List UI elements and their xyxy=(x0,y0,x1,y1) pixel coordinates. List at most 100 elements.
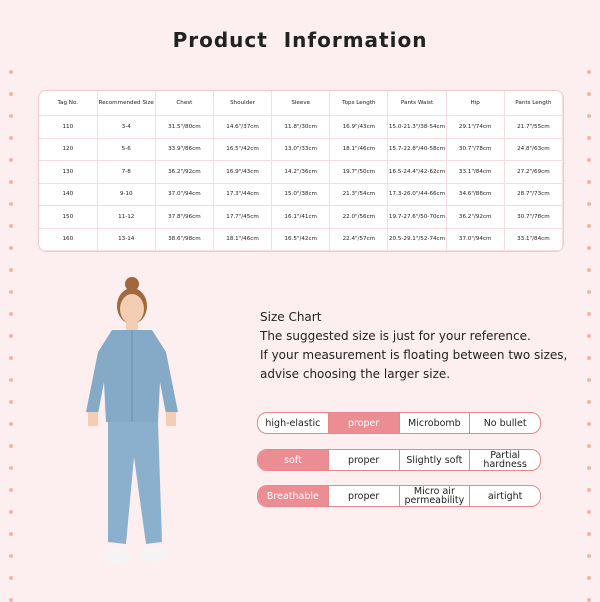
feature-cell: proper xyxy=(329,486,400,506)
decor-dot xyxy=(9,488,13,492)
decor-dot xyxy=(9,598,13,602)
feature-cell: proper xyxy=(329,450,400,470)
decor-dot xyxy=(587,290,591,294)
decor-dot xyxy=(587,92,591,96)
feature-cell: high-elastic xyxy=(258,413,329,433)
table-row: 120 5-6 33.9"/86cm 16.5"/42cm 13.0"/33cm 18.1… xyxy=(39,138,563,161)
decor-dot xyxy=(587,532,591,536)
table-cell: 33.1"/84cm xyxy=(446,160,505,184)
table-cell: 22.4"/57cm xyxy=(329,228,389,251)
column-header: Pants Length xyxy=(504,91,563,116)
table: Tag No. Recommended Size Chest Shoulder Slee… xyxy=(39,91,563,251)
table-cell: 19.7-27.6"/50-70cm xyxy=(387,205,447,229)
decor-dot xyxy=(587,136,591,140)
table-cell: 160 xyxy=(39,228,98,251)
decor-dot xyxy=(9,400,13,404)
decor-dot xyxy=(587,598,591,602)
feature-cell: airtight xyxy=(487,490,523,502)
table-cell: 17.3"/44cm xyxy=(213,183,273,206)
table-cell: 20.5-29.1"/52-74cm xyxy=(387,228,447,251)
note-heading: Size Chart xyxy=(260,310,322,324)
decor-dot xyxy=(9,180,13,184)
decor-dot xyxy=(9,422,13,426)
decor-dot xyxy=(9,268,13,272)
table-row: 130 7-8 36.2"/92cm 16.9"/43cm 14.2"/36cm 19.7… xyxy=(39,160,563,184)
decor-dot xyxy=(9,136,13,140)
table-cell: 150 xyxy=(39,205,98,229)
table-cell: 16.5-24.4"/42-62cm xyxy=(387,160,447,184)
table-cell: 37.8"/96cm xyxy=(155,205,214,229)
table-cell: 30.7"/78cm xyxy=(504,205,563,229)
table-cell: 18.1"/46cm xyxy=(213,228,273,251)
size-table: Tag No. Recommended Size Chest Shoulder Slee… xyxy=(38,90,564,252)
feature-cell: Microbomb xyxy=(400,413,471,433)
decor-dot xyxy=(587,510,591,514)
decor-dot xyxy=(587,422,591,426)
decor-dot xyxy=(587,444,591,448)
column-header: Recommended Size xyxy=(97,91,156,116)
decor-dot xyxy=(9,378,13,382)
decor-dot xyxy=(9,510,13,514)
decor-dot xyxy=(587,312,591,316)
table-cell: 5-6 xyxy=(97,138,156,161)
table-cell: 11.8"/30cm xyxy=(271,115,331,139)
decor-dot xyxy=(9,202,13,206)
table-cell: 19.7"/50cm xyxy=(329,160,389,184)
feature-row: high-elastic proper Microbomb No bullet xyxy=(257,412,541,434)
table-cell: 33.1"/84cm xyxy=(504,228,563,251)
decor-dot xyxy=(9,532,13,536)
table-cell: 16.5"/42cm xyxy=(271,228,331,251)
table-cell: 21.3"/54cm xyxy=(329,183,389,206)
table-cell: 11-12 xyxy=(97,205,156,229)
table-cell: 16.5"/42cm xyxy=(213,138,273,161)
table-cell: 16.9"/43cm xyxy=(329,115,389,139)
decor-dot xyxy=(587,378,591,382)
column-header: Pants Waist xyxy=(387,91,447,116)
table-cell: 13-14 xyxy=(97,228,156,251)
decor-dot xyxy=(587,400,591,404)
table-cell: 130 xyxy=(39,160,98,184)
table-row: 140 9-10 37.0"/94cm 17.3"/44cm 15.0"/38cm 21.… xyxy=(39,183,563,206)
decor-dot xyxy=(587,466,591,470)
feature-cell: proper xyxy=(328,413,400,433)
decor-dot xyxy=(587,334,591,338)
table-cell: 3-4 xyxy=(97,115,156,139)
decor-dot xyxy=(587,202,591,206)
table-cell: 120 xyxy=(39,138,98,161)
decor-dot xyxy=(9,554,13,558)
decor-dot xyxy=(587,180,591,184)
decor-dot xyxy=(9,290,13,294)
decor-dot xyxy=(587,268,591,272)
decor-dot xyxy=(587,224,591,228)
table-cell: 15.7-22.8"/40-58cm xyxy=(387,138,447,161)
decor-dot xyxy=(9,312,13,316)
decor-dot xyxy=(587,246,591,250)
table-cell: 21.7"/55cm xyxy=(504,115,563,139)
table-cell: 9-10 xyxy=(97,183,156,206)
decor-dot xyxy=(9,246,13,250)
column-header: Hip xyxy=(446,91,505,116)
table-cell: 16.9"/43cm xyxy=(213,160,273,184)
feature-row: soft proper Slightly soft Partial hardne… xyxy=(257,449,541,471)
table-cell: 36.2"/92cm xyxy=(155,160,214,184)
title: Product Information xyxy=(172,28,428,52)
table-cell: 22.0"/56cm xyxy=(329,205,389,229)
table-cell: 14.2"/36cm xyxy=(271,160,331,184)
decor-dot xyxy=(9,114,13,118)
decor-dot xyxy=(9,444,13,448)
feature-cell: Micro air permeability xyxy=(400,486,471,506)
child-illustration xyxy=(86,277,178,563)
table-cell: 36.2"/92cm xyxy=(446,205,505,229)
decor-dot xyxy=(9,158,13,162)
decor-dot xyxy=(587,554,591,558)
table-cell: 37.0"/94cm xyxy=(446,228,505,251)
table-cell: 33.9"/86cm xyxy=(155,138,214,161)
table-cell: 29.1"/74cm xyxy=(446,115,505,139)
table-cell: 140 xyxy=(39,183,98,206)
table-cell: 110 xyxy=(39,115,98,139)
decor-dot xyxy=(9,576,13,580)
decor-dot xyxy=(9,92,13,96)
header-row: Tag No. Recommended Size Chest Shoulder Slee… xyxy=(39,91,563,116)
table-cell: 28.7"/73cm xyxy=(504,183,563,206)
table-row: 160 13-14 38.6"/98cm 18.1"/46cm 16.5"/42cm 22… xyxy=(39,228,563,251)
